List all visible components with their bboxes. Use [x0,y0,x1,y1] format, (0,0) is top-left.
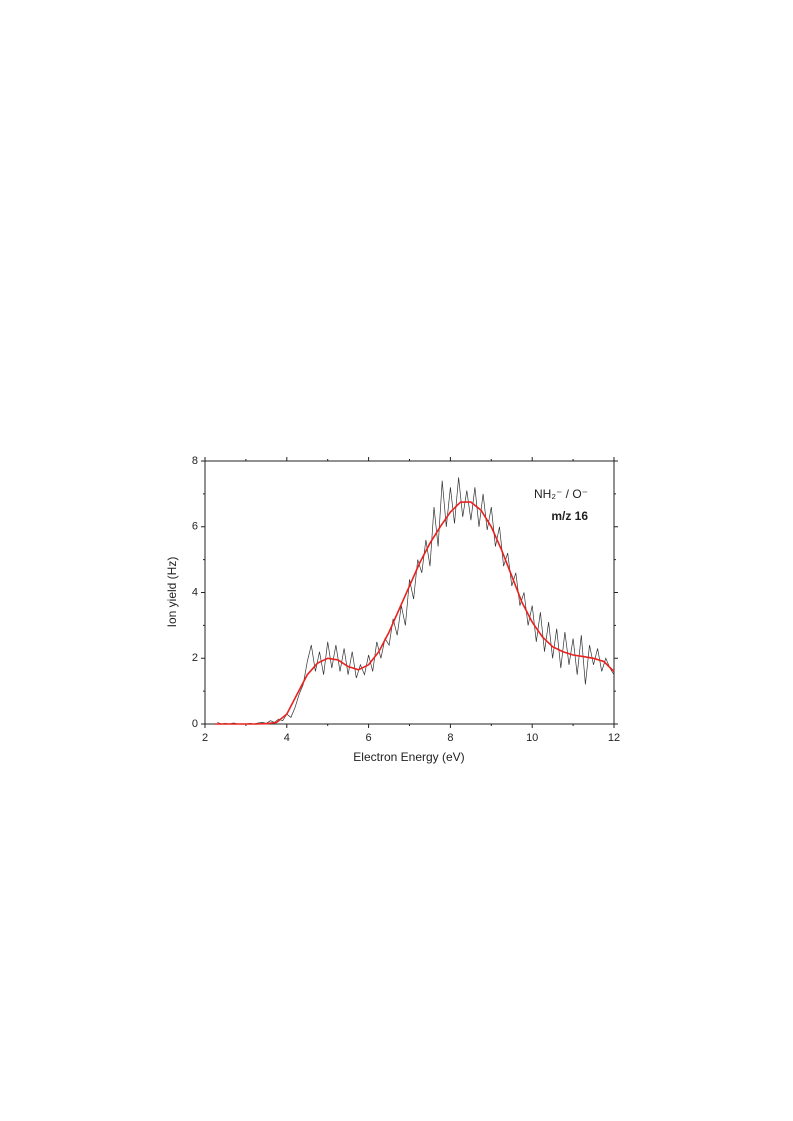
y-tick-label: 0 [192,718,198,730]
y-tick-label: 4 [192,586,198,598]
annotation: NH₂⁻ / O⁻ [534,487,588,501]
x-tick-label: 12 [608,732,620,744]
x-tick-label: 4 [284,732,290,744]
y-tick-label: 2 [192,652,198,664]
data-line [217,477,615,725]
annotation: m/z 16 [551,509,588,523]
y-tick-label: 6 [192,521,198,533]
x-axis-label: Electron Energy (eV) [353,750,464,764]
y-tick-label: 8 [192,455,198,467]
x-tick-label: 10 [526,732,538,744]
data-line [215,501,615,725]
x-tick-label: 2 [202,732,208,744]
y-axis-label: Ion yield (Hz) [165,557,179,628]
x-tick-label: 6 [366,732,372,744]
x-tick-label: 8 [447,732,453,744]
